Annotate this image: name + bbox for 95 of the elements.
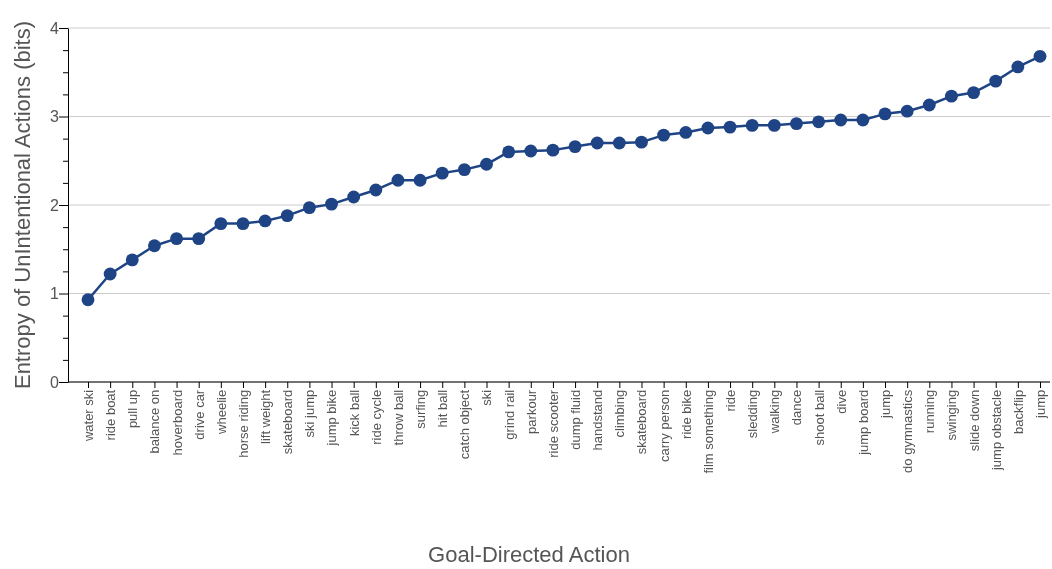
x-tick-label: do gymnastics [900,389,916,473]
point [701,121,715,135]
point [302,201,316,215]
point [192,232,206,246]
x-tick-label: jump bike [324,389,340,447]
x-tick-label: ride boat [103,389,119,441]
x-tick-label: dump fluid [568,389,584,450]
x-tick-label: jump obstacle [988,389,1004,472]
point [457,163,471,177]
point [502,145,516,159]
point [546,143,560,157]
x-tick-label: jump [1032,389,1048,419]
x-tick-label: water ski [80,389,96,443]
point [767,118,781,132]
point [900,104,914,118]
point [480,157,493,171]
point [834,113,848,127]
x-tick-label: ride bike [678,389,694,439]
point [236,217,250,231]
x-tick-label: skateboard [634,389,650,455]
point [945,89,958,103]
point [856,113,870,127]
point [745,118,759,132]
point [103,267,117,281]
x-axis-title: Goal-Directed Action [428,542,630,567]
x-tick-label: catch object [457,389,473,460]
x-tick-label: walking [767,389,783,435]
x-tick-label: ski [479,389,495,406]
point [147,239,161,253]
point [81,293,95,307]
x-tick-label: ride [723,389,738,412]
point [723,120,737,134]
x-tick-label: balance on [147,389,163,454]
y-tick-label: 2 [50,196,60,214]
y-tick-label: 3 [50,108,60,126]
point [1033,49,1047,63]
point [612,136,626,150]
point [391,173,405,187]
point [635,135,648,149]
x-tick-label: climbing [612,389,628,438]
x-tick-label: ride scooter [545,389,561,458]
x-tick-label: jump [877,389,893,419]
y-axis-title: Entropy of UnIntentional Actions (bits) [10,20,35,390]
x-tick-label: ride cycle [368,389,384,445]
x-tick-label: carry person [656,389,672,463]
x-tick-label: hoverboard [169,389,185,456]
x-tick-label: slide down [966,389,982,452]
point [1011,60,1025,74]
x-tick-label: swinging [944,389,960,441]
x-tick-label: hit ball [435,389,451,428]
x-tick-label: kick ball [346,389,362,437]
point [125,253,139,267]
x-tick-label: horse riding [235,389,251,458]
x-tick-label: wheelie [213,389,229,435]
x-tick-label: jump board [855,389,871,456]
point [170,232,183,246]
x-tick-label: film something [700,389,716,474]
x-tick-label: ski jump [302,389,318,438]
point [258,214,272,228]
point [347,190,361,204]
y-tick-label: 4 [50,19,60,37]
point [590,136,604,150]
point [679,126,693,139]
point [325,197,338,211]
x-tick-label: lift weight [258,389,274,444]
x-tick-label: drive car [191,389,207,440]
point [989,74,1003,88]
x-tick-label: shoot ball [811,389,827,446]
x-tick-label: running [922,389,938,434]
x-tick-label: grind rail [501,389,517,440]
point [568,140,582,154]
x-tick-label: throw ball [390,389,406,446]
point [524,144,538,158]
y-tick-label: 1 [50,285,60,303]
point [812,115,826,129]
point [413,173,427,187]
x-tick-label: parkour [523,389,539,434]
point [280,209,294,223]
point [922,98,936,112]
point [657,128,671,142]
x-tick-label: skateboard [280,389,296,455]
point [790,117,803,130]
point [967,86,981,100]
x-tick-label: surfing [413,389,429,429]
point [878,107,892,121]
x-tick-label: dance [789,389,805,426]
y-tick-label: 0 [50,373,60,391]
x-tick-label: handstand [590,389,606,451]
x-tick-label: dive [833,389,849,414]
x-tick-label: sledding [745,389,761,439]
point [369,183,383,197]
x-tick-label: pull up [125,389,141,429]
x-tick-label: backflip [1010,389,1026,434]
point [435,166,449,180]
point [214,217,228,231]
